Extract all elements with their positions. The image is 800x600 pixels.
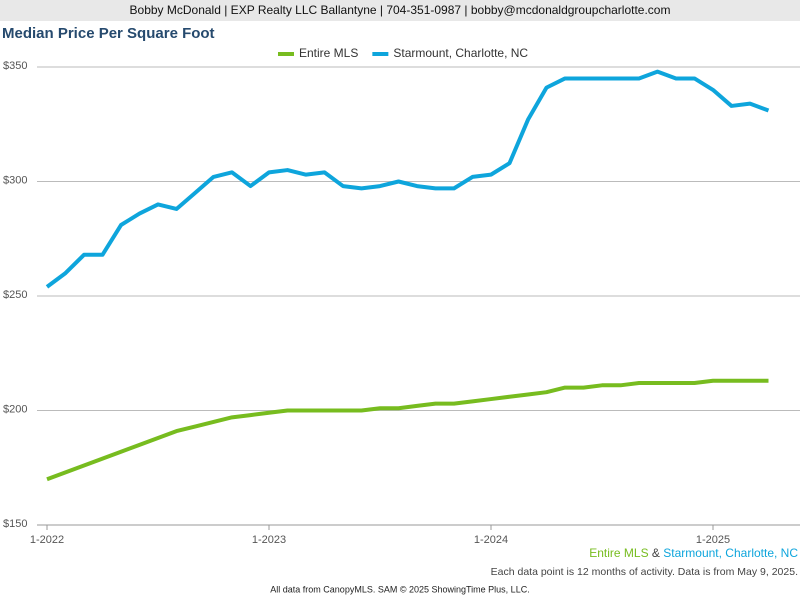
x-tick-label: 1-2024 bbox=[474, 534, 508, 546]
legend-label: Entire MLS bbox=[299, 46, 358, 60]
source: All data from CanopyMLS. SAM © 2025 Show… bbox=[270, 584, 529, 594]
bottom-legend-joiner: & bbox=[652, 546, 660, 560]
x-tick-label: 1-2022 bbox=[30, 534, 64, 546]
legend-label: Starmount, Charlotte, NC bbox=[393, 46, 528, 60]
x-tick-label: 1-2023 bbox=[252, 534, 286, 546]
y-tick-label: $350 bbox=[3, 60, 27, 72]
bottom-legend: Entire MLS & Starmount, Charlotte, NC bbox=[589, 546, 798, 560]
note: Each data point is 12 months of activity… bbox=[491, 566, 798, 578]
legend: Entire MLS Starmount, Charlotte, NC bbox=[278, 46, 528, 60]
y-tick-label: $250 bbox=[3, 289, 27, 301]
y-tick-label: $150 bbox=[3, 518, 27, 530]
series-line bbox=[46, 378, 769, 482]
header-bar bbox=[0, 0, 800, 21]
series-line bbox=[45, 69, 770, 289]
bottom-legend-series: Entire MLS bbox=[589, 546, 648, 560]
y-tick-label: $300 bbox=[3, 174, 27, 186]
header: Bobby McDonald | EXP Realty LLC Ballanty… bbox=[130, 3, 671, 17]
y-tick-label: $200 bbox=[3, 403, 27, 415]
chart-title: Median Price Per Square Foot bbox=[2, 25, 215, 42]
x-tick-label: 1-2025 bbox=[696, 534, 730, 546]
bottom-legend-series: Starmount, Charlotte, NC bbox=[663, 546, 798, 560]
